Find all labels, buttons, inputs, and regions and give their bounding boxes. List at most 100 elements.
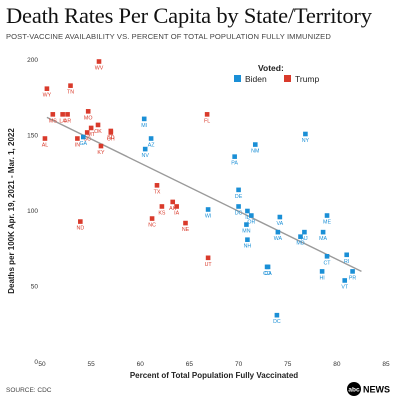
data-point [236,187,241,193]
point-label: PA [231,161,238,167]
data-point [274,312,280,318]
y-tick-label: 200 [27,57,38,64]
x-tick-label: 80 [333,361,341,368]
point-label: MN [242,229,250,235]
point-label: VA [277,221,284,227]
data-point [148,136,154,141]
data-point [170,199,176,205]
data-point [159,204,165,209]
data-point [154,183,160,188]
x-axis-title: Percent of Total Population Fully Vaccin… [130,371,298,380]
data-point [80,134,86,140]
point-label: MO [84,115,93,121]
point-label: DC [273,319,281,325]
point-label: PR [349,275,357,281]
source-note: SOURCE: CDC [6,387,52,394]
point-label: ND [77,226,85,232]
chart-legend: Voted:Biden Trump [234,63,320,84]
data-point [142,146,148,152]
data-point [245,208,250,214]
data-point [65,112,70,117]
point-label: IN [75,143,80,149]
data-point [236,204,241,209]
data-point [204,112,210,117]
data-point [108,128,114,134]
point-label: TN [67,90,74,96]
point-label: VT [341,284,349,290]
point-label: AL [42,143,49,149]
point-label: FL [204,118,210,124]
data-point [88,125,94,131]
y-tick-label: 50 [31,284,39,291]
point-label: WI [205,213,211,219]
y-tick-label: 0 [34,359,38,366]
point-label: LA [59,118,66,124]
data-point [60,112,65,117]
legend-label: Biden [245,74,267,84]
point-label: AR [64,118,72,124]
point-label: DC [235,210,243,216]
data-point [149,216,155,221]
point-label: MS [49,118,57,124]
point-label: AZ [148,143,156,149]
x-tick-label: 65 [186,361,194,368]
point-label: CA [264,271,272,277]
data-point [275,229,281,235]
x-tick-label: 85 [382,361,390,368]
point-label: IA [174,210,179,216]
trendline [46,116,362,273]
point-label: NC [148,223,156,229]
data-point [245,237,250,242]
data-point [244,222,249,227]
point-label: SC [84,136,92,142]
point-label: KY [97,150,105,156]
data-point [252,142,258,147]
data-point [320,229,326,235]
data-point [44,86,50,91]
point-label: KS [158,210,166,216]
point-label: NJ [301,236,308,242]
point-label: RI [344,259,349,265]
data-point [75,136,80,141]
x-tick-label: 50 [38,361,46,368]
point-label: DE [235,194,243,200]
trendline-layer [46,116,362,273]
point-label: OK [94,129,102,135]
point-label: UT [205,262,213,268]
data-point [298,234,303,239]
data-point [302,229,307,235]
data-point [95,122,101,128]
x-tick-label: 70 [235,361,243,368]
y-axis-title: Deaths per 100K Apr. 19, 2021 - Mar. 1, … [7,128,16,294]
data-point [232,154,237,159]
x-tick-label: 60 [137,361,145,368]
data-point [324,254,330,259]
point-label: NV [142,153,150,159]
point-label: CT [323,260,331,266]
x-tick-label: 55 [88,361,96,368]
data-point [350,269,355,274]
data-point [319,269,325,274]
data-point [205,207,211,212]
data-point [98,143,104,149]
legend-title: Voted: [258,63,284,73]
y-tick-label: 100 [27,208,38,215]
point-label: WA [274,236,283,242]
y-tick-label: 150 [27,133,38,140]
data-point [342,278,348,283]
data-point [78,219,83,224]
data-point [141,116,147,122]
point-label: NH [244,244,252,250]
point-label: WY [43,93,52,99]
data-point [42,136,48,141]
legend-label: Trump [295,74,320,84]
point-label: MA [319,236,327,242]
data-point [50,112,56,117]
point-label: SD [107,135,115,141]
data-point [205,255,211,261]
data-point [85,109,91,114]
data-point [84,130,90,135]
logo-wordmark: NEWS [363,385,390,395]
